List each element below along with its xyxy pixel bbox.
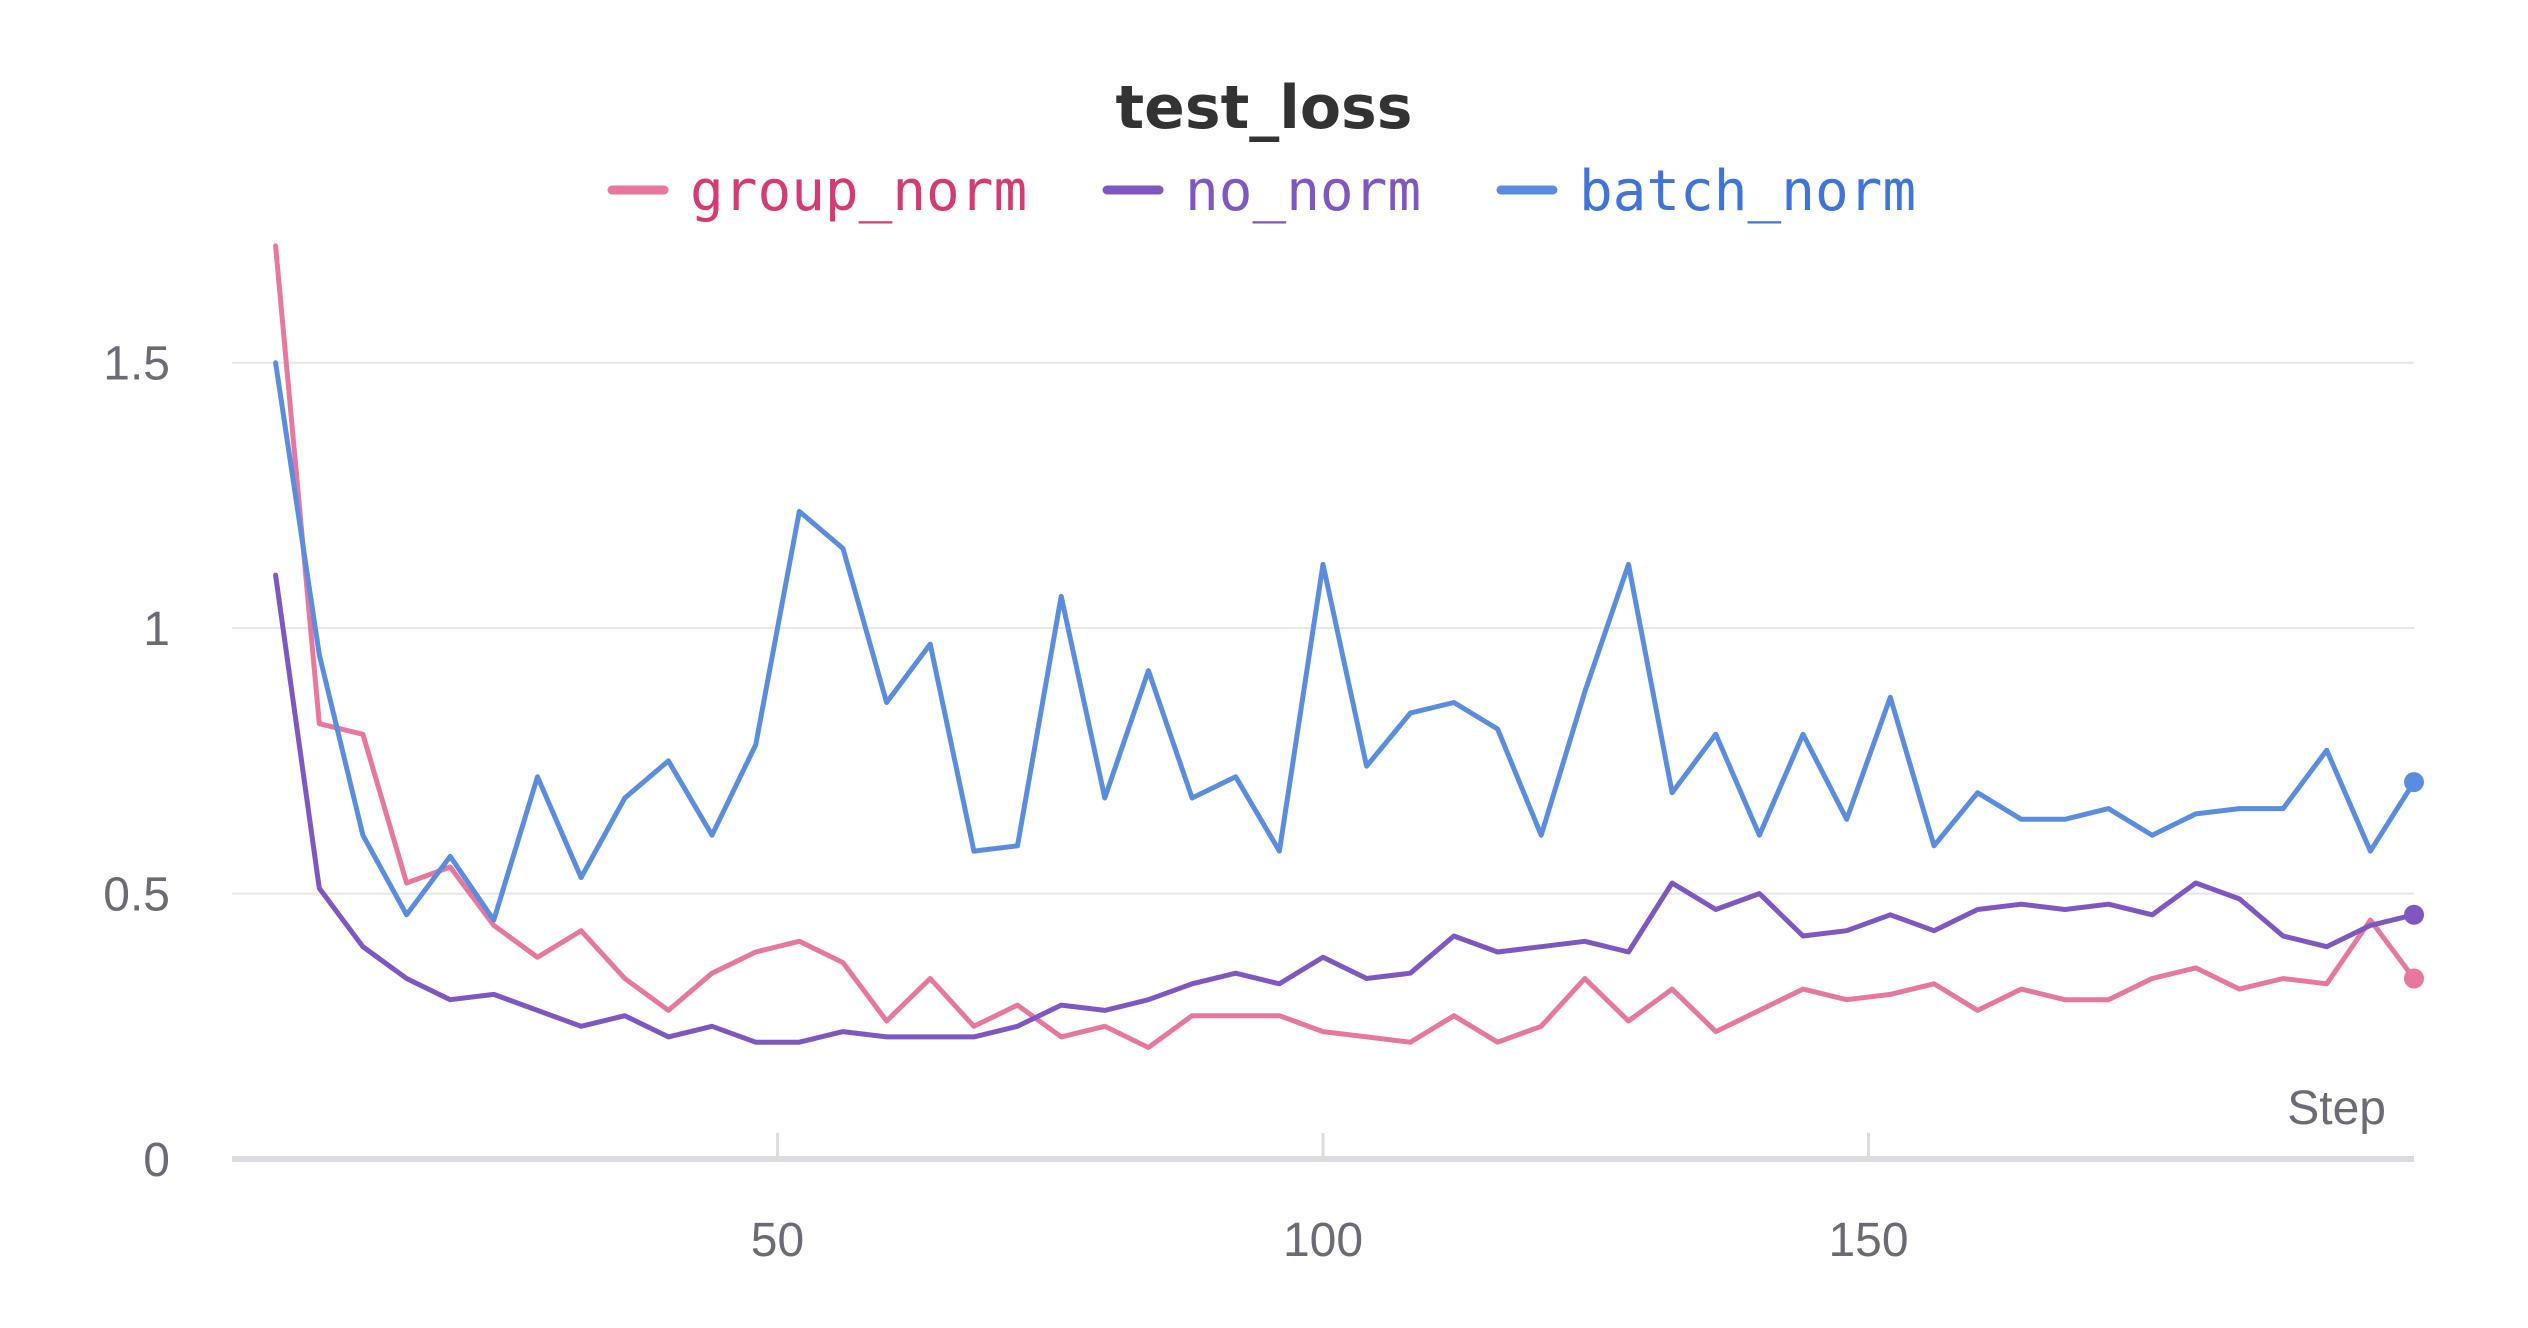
series-end-point-no-norm xyxy=(2404,904,2424,925)
y-axis: 0 0.5 1 1.5 xyxy=(103,338,170,1187)
legend-label-group-norm: group_norm xyxy=(690,159,1027,224)
chart-title: test_loss xyxy=(1116,73,1413,143)
x-tick-label: 50 xyxy=(751,1214,804,1267)
legend-label-no-norm: no_norm xyxy=(1185,159,1421,224)
y-tick-label: 0.5 xyxy=(103,869,170,922)
y-tick-label: 1.5 xyxy=(103,338,170,391)
series-end-point-batch-norm xyxy=(2404,772,2424,793)
x-tick-label: 100 xyxy=(1283,1214,1363,1267)
series-line-no-norm xyxy=(273,572,2417,1045)
plot-area xyxy=(273,243,2424,1050)
legend-label-batch-norm: batch_norm xyxy=(1579,159,1916,224)
y-tick-label: 0 xyxy=(143,1134,170,1187)
x-tick-label: 150 xyxy=(1828,1214,1908,1267)
y-tick-label: 1 xyxy=(143,603,170,656)
x-axis-label: Step xyxy=(2287,1082,2386,1135)
legend: group_norm no_norm batch_norm xyxy=(607,159,1916,224)
series-line-group-norm xyxy=(273,243,2417,1050)
x-axis: 50 100 150 xyxy=(232,1133,2414,1267)
series-line-batch-norm xyxy=(273,360,2417,923)
series-end-point-group-norm xyxy=(2404,968,2424,989)
grid xyxy=(232,361,2414,895)
